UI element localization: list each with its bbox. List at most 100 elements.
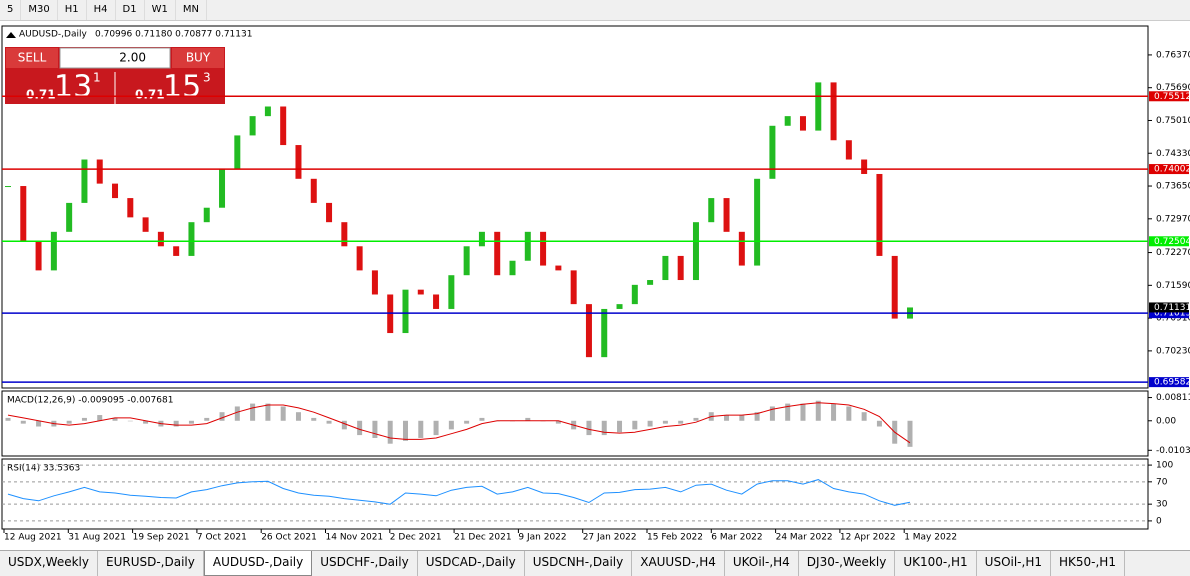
macd-bar: [372, 420, 378, 438]
timeframe-button[interactable]: H1: [58, 0, 87, 20]
macd-bar: [66, 420, 72, 424]
candle: [861, 159, 868, 174]
rsi-line: [7, 479, 911, 506]
chart-tab[interactable]: USOil-,H1: [977, 551, 1051, 576]
chart-tab[interactable]: UK100-,H1: [895, 551, 977, 576]
date-label: 12 Aug 2021: [4, 533, 62, 543]
candle: [203, 207, 210, 223]
chart-tab[interactable]: UKOil-,H4: [725, 551, 799, 576]
y-tick-label: 0.74330: [1156, 149, 1190, 159]
macd-bar: [662, 420, 668, 424]
chart-tab[interactable]: HK50-,H1: [1051, 551, 1125, 576]
macd-bar: [769, 406, 775, 421]
rsi-label: RSI(14) 33.5363: [7, 464, 80, 474]
lot-input[interactable]: [59, 47, 171, 69]
chart-tab[interactable]: XAUUSD-,H4: [632, 551, 725, 576]
collapse-icon[interactable]: [6, 32, 16, 38]
macd-bar: [97, 415, 103, 421]
buy-button[interactable]: [172, 48, 224, 68]
macd-bar: [5, 417, 11, 421]
candle: [81, 159, 88, 203]
timeframe-button[interactable]: H4: [87, 0, 116, 20]
y-tick-label: 0.73650: [1156, 182, 1190, 192]
macd-bar: [601, 420, 607, 436]
chart-tab[interactable]: USDCAD-,Daily: [418, 551, 525, 576]
buy-label[interactable]: BUY: [186, 51, 211, 65]
timeframe-button[interactable]: 5: [0, 0, 22, 20]
candle: [708, 198, 715, 223]
trade-panel: SELL 2.00 BUY 0.71 13 1 0.71 15 3: [5, 47, 225, 105]
candle: [96, 159, 103, 184]
timeframe-button[interactable]: W1: [145, 0, 176, 20]
macd-bar: [479, 417, 485, 421]
y-tick-label: 0.72970: [1156, 214, 1190, 224]
date-label: 12 Apr 2022: [840, 533, 896, 543]
chart-tab[interactable]: USDCNH-,Daily: [525, 551, 633, 576]
date-label: 26 Oct 2021: [261, 533, 317, 543]
chart-tab[interactable]: EURUSD-,Daily: [98, 551, 204, 576]
candle: [219, 169, 226, 208]
rsi-panel: [1, 458, 1149, 530]
macd-bar: [800, 403, 806, 421]
level-tag: [1149, 91, 1189, 102]
chart-tab[interactable]: USDX,Weekly: [0, 551, 98, 576]
price-panel: [1, 25, 1149, 389]
macd-bar: [739, 415, 745, 421]
macd-bar: [693, 417, 699, 421]
macd-signal: [7, 402, 911, 444]
macd-bar: [204, 417, 210, 421]
date-label: 27 Jan 2022: [583, 533, 637, 543]
candle: [448, 275, 455, 309]
date-label: 2 Dec 2021: [390, 533, 442, 543]
macd-bar: [861, 412, 867, 421]
candle: [738, 231, 745, 266]
candle: [173, 246, 180, 256]
y-tick-label: 0: [1156, 516, 1162, 526]
macd-bar: [402, 420, 408, 441]
ask-big: 0.71: [135, 88, 165, 102]
candle: [570, 270, 577, 305]
macd-bar: [234, 406, 240, 421]
chart-tab[interactable]: DJ30-,Weekly: [799, 551, 896, 576]
timeframe-button[interactable]: D1: [116, 0, 145, 20]
macd-panel: [1, 390, 1149, 457]
candle: [280, 106, 287, 146]
date-label: 19 Sep 2021: [133, 533, 190, 543]
macd-bar: [20, 420, 26, 424]
macd-bar: [219, 412, 225, 421]
macd-bar: [341, 420, 347, 430]
candle: [540, 231, 547, 266]
chart-tab[interactable]: AUDUSD-,Daily: [203, 551, 313, 576]
macd-bar: [632, 420, 638, 430]
lot-value[interactable]: 2.00: [119, 51, 146, 65]
macd-bar: [311, 417, 317, 421]
timeframe-toolbar: 5 M30 H1 H4 D1 W1 MN: [0, 0, 1190, 21]
macd-bar: [433, 420, 439, 436]
macd-bar: [831, 403, 837, 421]
candle: [295, 145, 302, 179]
level-tag: [1149, 236, 1189, 247]
y-tick-label: 0.76370: [1156, 50, 1190, 60]
candle: [692, 222, 699, 281]
candle: [662, 255, 669, 281]
candle: [769, 125, 776, 179]
macd-bar: [586, 420, 592, 436]
chart-tab[interactable]: USDCHF-,Daily: [312, 551, 418, 576]
symbol: AUDUSD-,Daily: [19, 30, 87, 40]
timeframe-button[interactable]: M30: [21, 0, 58, 20]
level-label: 0.69582: [1154, 378, 1190, 388]
macd-bar: [188, 420, 194, 424]
macd-bar: [846, 406, 852, 421]
timeframe-button[interactable]: MN: [176, 0, 207, 20]
macd-bar: [617, 420, 623, 433]
ohlc: 0.70996 0.71180 0.70877 0.71131: [95, 30, 252, 40]
candle: [478, 231, 485, 247]
level-label: 0.71013: [1154, 309, 1190, 319]
date-label: 15 Feb 2022: [647, 533, 703, 543]
sell-label[interactable]: SELL: [18, 51, 47, 65]
sell-button[interactable]: [6, 48, 58, 68]
bid-sup: 1: [93, 71, 101, 85]
candle: [402, 289, 409, 334]
macd-bar: [785, 403, 791, 421]
